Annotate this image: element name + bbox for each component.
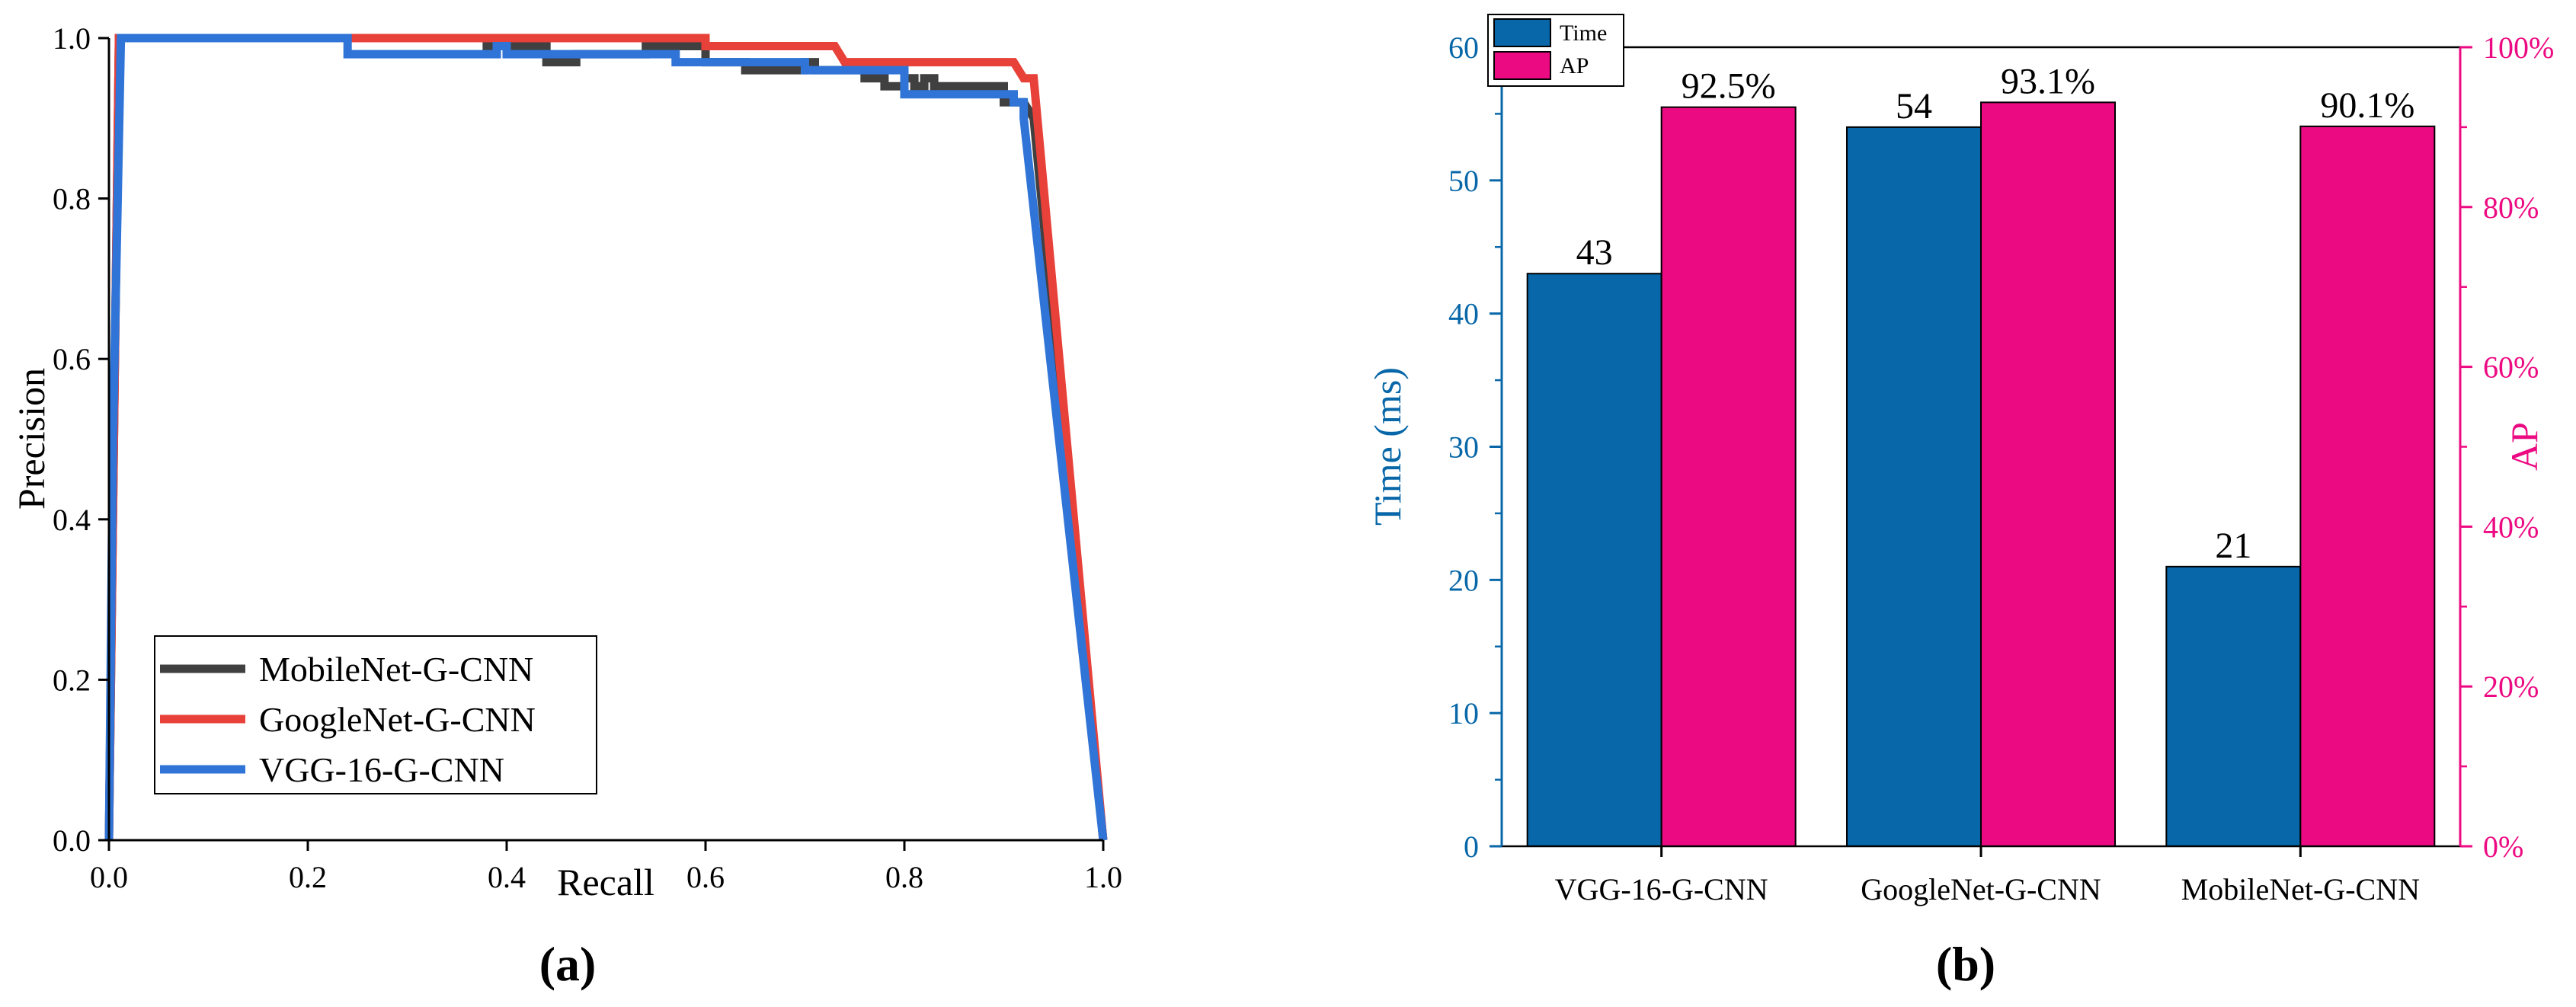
bar-value-label: 92.5%: [1682, 66, 1776, 107]
bar: [2165, 565, 2302, 847]
bar: [1660, 106, 1797, 848]
legend: Time AP: [1487, 14, 1624, 87]
category-label: VGG-16-G-CNN: [1555, 872, 1768, 906]
left-tick-label: 50: [1448, 164, 1479, 198]
bars: [1526, 101, 2436, 848]
legend-label: VGG-16-G-CNN: [259, 750, 504, 789]
bar-value-label: 90.1%: [2320, 85, 2414, 126]
left-tick-label: 0: [1464, 830, 1479, 864]
legend-label: Time: [1560, 21, 1607, 46]
y-ticks: 0.0 0.2 0.4 0.6 0.8 1.0: [53, 21, 109, 858]
category-label: MobileNet-G-CNN: [2181, 872, 2420, 906]
right-tick-label: 20%: [2483, 670, 2539, 704]
left-tick-label: 40: [1448, 297, 1479, 331]
left-tick-label: 60: [1448, 30, 1479, 65]
left-tick-label: 30: [1448, 430, 1479, 465]
x-tick-label: 0.2: [289, 860, 327, 894]
y-tick-label: 0.2: [53, 663, 91, 697]
x-axis-label: Recall: [557, 861, 654, 903]
series-line: [104, 34, 1108, 841]
x-tick-label: 0.8: [885, 860, 923, 894]
x-tick-label: 0.6: [686, 860, 725, 894]
bar: [2299, 125, 2436, 847]
series-line: [104, 34, 1108, 841]
right-axis-label: AP: [2503, 422, 2546, 471]
pr-curves: [104, 34, 1108, 841]
bar-value-label: 43: [1576, 232, 1613, 273]
pr-chart: 0.0 0.2 0.4 0.6 0.8 1.0 0.0 0.2 0.4 0.6 0.8 1.0 Re…: [10, 21, 1122, 991]
y-tick-label: 0.4: [53, 503, 91, 537]
pr-axes: [107, 38, 1103, 842]
right-tick-label: 80%: [2483, 190, 2539, 225]
y-tick-label: 0.8: [53, 182, 91, 216]
legend: MobileNet-G-CNN GoogleNet-G-CNN VGG-16-G-C…: [154, 635, 597, 794]
x-tick-label: 1.0: [1084, 860, 1122, 894]
panel-a-caption: (a): [539, 937, 597, 991]
category-labels: VGG-16-G-CNN GoogleNet-G-CNN MobileNet-G-C…: [1555, 846, 2420, 906]
right-tick-label: 60%: [2483, 350, 2539, 385]
bar-value-label: 54: [1896, 86, 1932, 126]
bar-value-labels: 43 92.5% 54 93.1% 21 90.1%: [1576, 61, 2415, 565]
left-axis-label: Time (ms): [1366, 367, 1409, 526]
legend-label: GoogleNet-G-CNN: [259, 700, 536, 739]
left-y-ticks: 0 10 20 30 40 50 60: [1448, 30, 1502, 864]
bar: [1526, 273, 1662, 847]
legend-label: MobileNet-G-CNN: [259, 650, 533, 689]
panel-b-caption: (b): [1936, 937, 1995, 991]
time-ap-chart: 43 92.5% 54 93.1% 21 90.1% 0 10 20 30 40 50 60 0% 20…: [1366, 14, 2554, 991]
right-tick-label: 100%: [2483, 30, 2554, 65]
y-axis-label: Precision: [10, 368, 53, 510]
bar-value-label: 21: [2215, 526, 2251, 566]
bar-value-label: 93.1%: [2001, 61, 2095, 101]
y-tick-label: 0.6: [53, 342, 91, 376]
category-label: GoogleNet-G-CNN: [1861, 872, 2101, 906]
right-tick-label: 0%: [2483, 830, 2523, 864]
legend-label: AP: [1560, 53, 1589, 78]
y-tick-label: 0.0: [53, 823, 91, 858]
legend-swatch: [1493, 51, 1551, 80]
legend-swatch: [1493, 18, 1551, 47]
bar: [1846, 126, 1982, 847]
y-tick-label: 1.0: [53, 21, 91, 56]
right-y-ticks: 0% 20% 40% 60% 80% 100%: [2460, 30, 2554, 864]
left-tick-label: 10: [1448, 696, 1479, 730]
x-ticks: 0.0 0.2 0.4 0.6 0.8 1.0: [90, 840, 1122, 894]
right-tick-label: 40%: [2483, 510, 2539, 544]
left-tick-label: 20: [1448, 563, 1479, 597]
x-tick-label: 0.0: [90, 860, 128, 894]
x-tick-label: 0.4: [488, 860, 526, 894]
bar: [1980, 101, 2116, 848]
